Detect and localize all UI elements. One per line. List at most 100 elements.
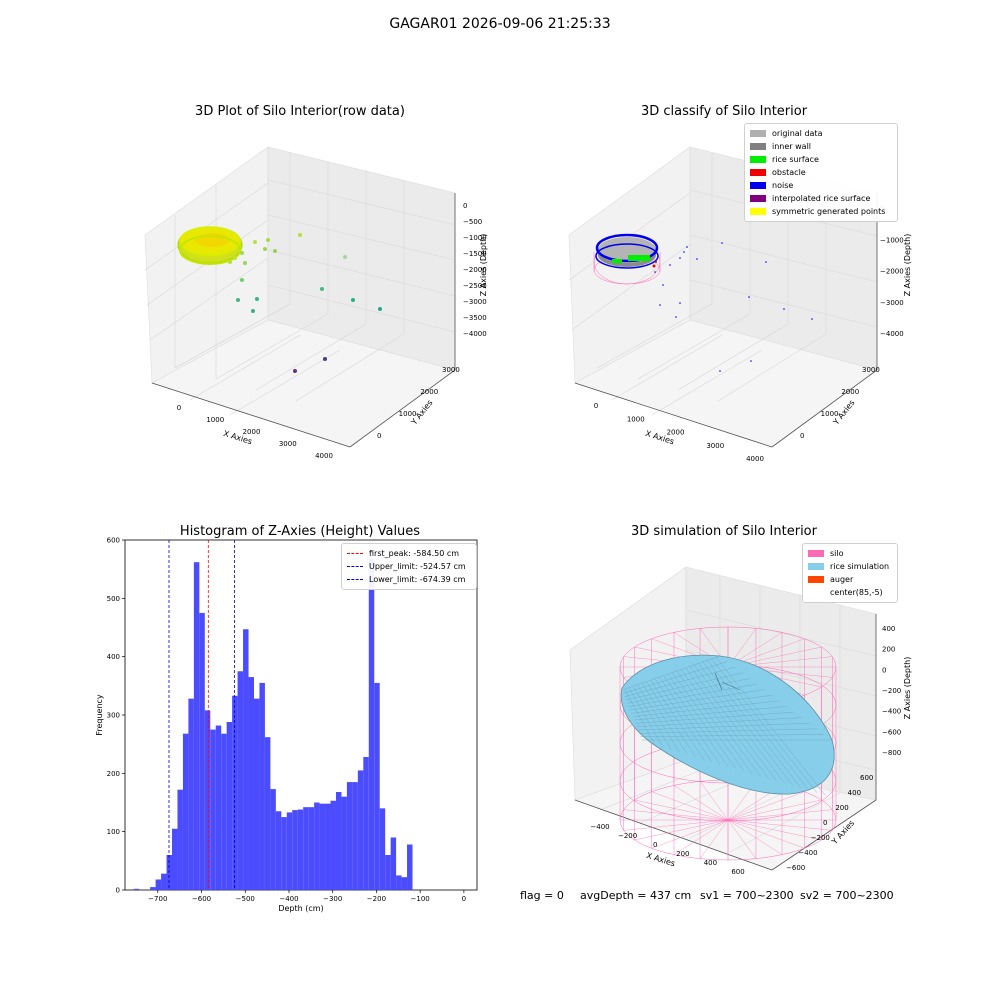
histogram-bar: [292, 810, 298, 890]
legend-entry: interpolated rice surface: [750, 192, 892, 205]
histogram-bar: [401, 877, 408, 890]
histogram-xtick-label: −300: [323, 895, 342, 903]
legend-entry: auger: [808, 573, 892, 586]
noise-point: [669, 264, 671, 266]
raw-ztick-label: −500: [463, 218, 482, 226]
silo-bottom-spoke: [727, 809, 833, 821]
raw-data-point: [378, 307, 382, 311]
silo-bottom-spoke: [673, 785, 729, 821]
histogram-bar: [341, 796, 347, 890]
histogram-bar: [319, 803, 326, 890]
simulation-ytick-label: −400: [798, 849, 817, 857]
raw-ztick-label: 0: [463, 202, 467, 210]
histogram-bar: [281, 817, 287, 890]
noise-point: [686, 246, 688, 248]
raw-zlabel: Z Axies (Depth): [479, 234, 488, 297]
legend-label: symmetric generated points: [772, 207, 886, 216]
raw-data-point: [255, 297, 259, 301]
classify-legend: original data inner wall rice surface obsta…: [744, 123, 898, 222]
surface-grid-line: [627, 678, 750, 704]
noise-point: [721, 242, 723, 244]
histogram-bar: [390, 837, 397, 890]
simulation-xtick-label: −400: [590, 823, 609, 831]
simulation-xtick-label: 200: [676, 850, 689, 858]
raw-data-point: [323, 357, 327, 361]
noise-point: [719, 370, 721, 372]
histogram-xtick-label: 0: [462, 895, 466, 903]
raw-data-point: [240, 251, 244, 255]
simulation-ytick-label: 200: [835, 804, 848, 812]
noise-point: [679, 257, 681, 259]
silo-bottom-spoke: [651, 791, 729, 821]
histogram-bar: [264, 737, 271, 890]
noise-point: [750, 360, 752, 362]
histogram-bar: [221, 733, 227, 890]
histogram-xtick-label: −700: [148, 895, 167, 903]
silo-bottom-spoke: [634, 799, 729, 821]
histogram-ytick-label: 600: [107, 537, 120, 545]
simulation-panel-title: 3D simulation of Silo Interior: [631, 524, 817, 539]
histogram-xtick-label: −400: [279, 895, 298, 903]
raw-xtick-label: 0: [177, 404, 181, 412]
raw-ztick-label: −4000: [463, 330, 487, 338]
classify-xtick-label: 4000: [746, 455, 764, 463]
histogram-ytick-label: 400: [107, 653, 120, 661]
noise-point: [683, 251, 685, 253]
simulation-ytick-label: 600: [860, 774, 873, 782]
raw-data-point: [228, 260, 232, 264]
histogram-bar: [150, 887, 156, 890]
histogram-bar: [188, 698, 194, 890]
classify-axis-ticks: 0100020003000400001000200030000−1000−200…: [594, 205, 904, 463]
classify-ytick-label: 0: [800, 432, 804, 440]
figure-title: GAGAR01 2026-09-06 21:25:33: [389, 16, 611, 32]
histogram-bar: [325, 803, 331, 890]
legend-label: noise: [772, 181, 794, 190]
simulation-ytick-label: 400: [848, 789, 861, 797]
histogram-bar: [161, 873, 167, 890]
histogram-bar: [226, 722, 233, 890]
legend-label: obstacle: [772, 168, 806, 177]
histogram-xtick-label: −600: [192, 895, 211, 903]
histogram-ytick-label: 200: [107, 770, 120, 778]
surface-grid-line: [636, 717, 803, 727]
raw-data-point: [343, 255, 347, 259]
legend-label: first_peak: -584.50 cm: [369, 549, 460, 558]
legend-swatch: [347, 579, 363, 580]
legend-entry: silo: [808, 547, 892, 560]
legend-swatch: [808, 563, 824, 570]
surface-grid-line: [667, 673, 737, 769]
histogram-bar: [248, 677, 254, 890]
legend-label: interpolated rice surface: [772, 194, 871, 203]
histogram-reference-lines: [168, 540, 235, 890]
histogram-xtick-label: −200: [367, 895, 386, 903]
legend-label: auger: [830, 575, 854, 584]
noise-point: [679, 302, 681, 304]
classify-ytick-label: 1000: [821, 410, 839, 418]
histogram-bar: [379, 808, 386, 890]
noise-point: [654, 271, 656, 273]
raw-ztick-label: −3500: [463, 314, 487, 322]
silo-bottom-spoke: [727, 819, 805, 849]
silo-bottom-spoke: [623, 809, 729, 821]
raw-xtick-label: 1000: [206, 416, 224, 424]
histogram-bar: [314, 802, 320, 890]
surface-grid-line: [714, 655, 826, 796]
surface-grid-line: [639, 728, 818, 734]
legend-swatch: [808, 589, 824, 596]
silo-bottom-spoke: [699, 781, 729, 821]
simulation-ztick-label: −800: [882, 749, 901, 757]
raw-data-point: [351, 298, 355, 302]
raw-xtick-label: 3000: [279, 440, 297, 448]
histogram-bar: [243, 629, 249, 890]
histogram-ytick-label: 0: [116, 887, 120, 895]
raw-data-point: [240, 278, 244, 282]
histogram-bar: [286, 812, 293, 890]
histogram-ytick-label: 500: [107, 595, 120, 603]
histogram-bar: [204, 710, 211, 890]
raw-ytick-label: 3000: [442, 366, 460, 374]
histogram-bar: [199, 612, 205, 890]
simulation-zlabel: Z Axies (Depth): [903, 657, 912, 720]
legend-swatch: [347, 566, 363, 567]
surface-grid-line: [640, 734, 825, 737]
